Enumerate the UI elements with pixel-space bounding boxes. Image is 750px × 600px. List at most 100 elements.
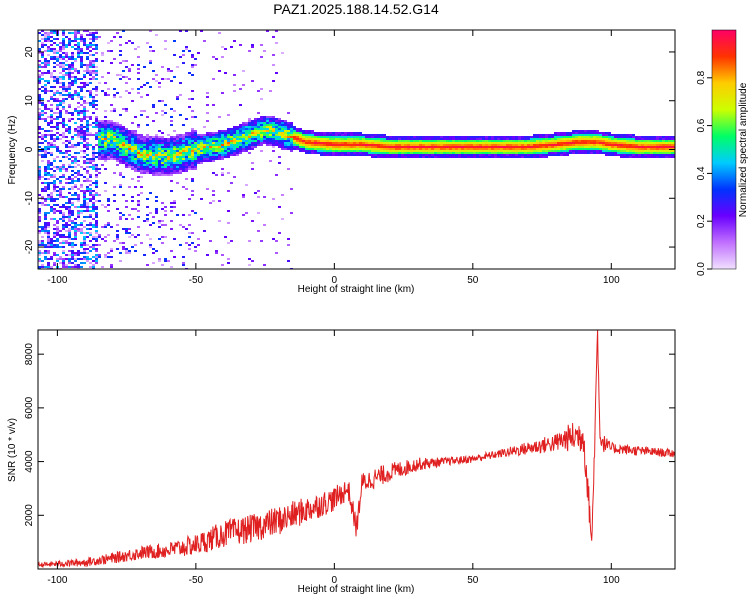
spectrogram-cell (86, 128, 89, 130)
spectrogram-cell (149, 164, 152, 166)
spectrogram-cell (233, 150, 236, 152)
spectrogram-cell (62, 214, 65, 216)
spectrogram-cell (110, 130, 113, 132)
spectrogram-cell (602, 134, 605, 136)
spectrogram-cell (254, 120, 257, 122)
spectrogram-cell (71, 238, 74, 240)
spectrogram-cell (458, 144, 461, 146)
spectrogram-cell (38, 252, 41, 254)
spectrogram-cell (116, 146, 119, 148)
spectrogram-cell (152, 166, 155, 168)
spectrogram-cell (110, 62, 113, 64)
spectrogram-cell (560, 138, 563, 140)
spectrogram-cell (155, 156, 158, 158)
spectrogram-cell (155, 144, 158, 146)
spectrogram-cell (98, 236, 101, 238)
spectrogram-cell (293, 138, 296, 140)
spectrogram-cell (488, 154, 491, 156)
spectrogram-cell (347, 154, 350, 156)
spectrogram-cell (437, 144, 440, 146)
spectrogram-cell (59, 102, 62, 104)
spectrogram-cell (179, 114, 182, 116)
spectrogram-cell (53, 78, 56, 80)
spectrogram-cell (155, 166, 158, 168)
spectrogram-cell (86, 146, 89, 148)
spectrogram-cell (155, 170, 158, 172)
spectrogram-cell (308, 146, 311, 148)
spectrogram-cell (86, 130, 89, 132)
spectrogram-cell (212, 154, 215, 156)
spectrogram-cell (572, 138, 575, 140)
snr-x-tick-label: 100 (603, 575, 620, 586)
spectrogram-cell (299, 142, 302, 144)
spectrogram-cell (665, 140, 668, 142)
spectrogram-cell (350, 144, 353, 146)
spectrogram-cell (374, 156, 377, 158)
spectrogram-cell (476, 150, 479, 152)
spectrogram-cell (140, 148, 143, 150)
spectrogram-cell (56, 106, 59, 108)
spectrogram-cell (197, 134, 200, 136)
spectrogram-cell (83, 168, 86, 170)
spectrogram-cell (65, 182, 68, 184)
spectrogram-cell (425, 140, 428, 142)
spectrogram-cell (104, 226, 107, 228)
spectrogram-cell (98, 36, 101, 38)
spectrogram-cell (182, 54, 185, 56)
spectrogram-cell (101, 54, 104, 56)
spectrogram-cell (296, 144, 299, 146)
spectrogram-cell (614, 136, 617, 138)
spectrogram-cell (134, 130, 137, 132)
spectrogram-cell (353, 142, 356, 144)
spectrogram-cell (464, 152, 467, 154)
spectrogram-cell (596, 134, 599, 136)
spectrogram-cell (584, 142, 587, 144)
spectrogram-cell (644, 144, 647, 146)
spectrogram-cell (290, 188, 293, 190)
spectrogram-cell (530, 148, 533, 150)
spectrogram-cell (38, 98, 41, 100)
spectrogram-cell (161, 220, 164, 222)
spectrogram-cell (200, 30, 203, 32)
spectrogram-cell (443, 152, 446, 154)
spectrogram-cell (260, 44, 263, 46)
spectrogram-cell (53, 228, 56, 230)
spectrogram-cell (65, 254, 68, 256)
spectrogram-cell (140, 160, 143, 162)
spectrogram-cell (668, 142, 671, 144)
spectrogram-cell (545, 156, 548, 158)
spectrogram-cell (77, 42, 80, 44)
spectrogram-cell (557, 152, 560, 154)
spectrogram-cell (104, 206, 107, 208)
spectrogram-cell (230, 128, 233, 130)
spectrogram-cell (56, 126, 59, 128)
spectrogram-cell (395, 146, 398, 148)
spectrogram-cell (161, 132, 164, 134)
spectrogram-cell (407, 136, 410, 138)
spectrogram-cell (107, 132, 110, 134)
spectrogram-cell (104, 128, 107, 130)
spectrogram-cell (227, 146, 230, 148)
spectrogram-cell (398, 138, 401, 140)
spectrogram-cell (68, 44, 71, 46)
spectrogram-cell (221, 46, 224, 48)
spectrogram-cell (251, 140, 254, 142)
spectrogram-cell (449, 136, 452, 138)
spectrogram-cell (89, 258, 92, 260)
spectrogram-cell (77, 164, 80, 166)
spectrogram-cell (47, 238, 50, 240)
spectrogram-cell (506, 156, 509, 158)
spectrogram-cell (95, 74, 98, 76)
spectrogram-cell (71, 178, 74, 180)
spectrogram-cell (68, 74, 71, 76)
spectrogram-cell (554, 134, 557, 136)
spectrogram-cell (44, 106, 47, 108)
spectrogram-cell (179, 224, 182, 226)
spectrogram-cell (218, 144, 221, 146)
spectrogram-cell (95, 180, 98, 182)
spectrogram-cell (152, 152, 155, 154)
spectrogram-cell (80, 60, 83, 62)
spectrogram-cell (233, 130, 236, 132)
spectrogram-cell (89, 160, 92, 162)
spectrogram-cell (41, 118, 44, 120)
